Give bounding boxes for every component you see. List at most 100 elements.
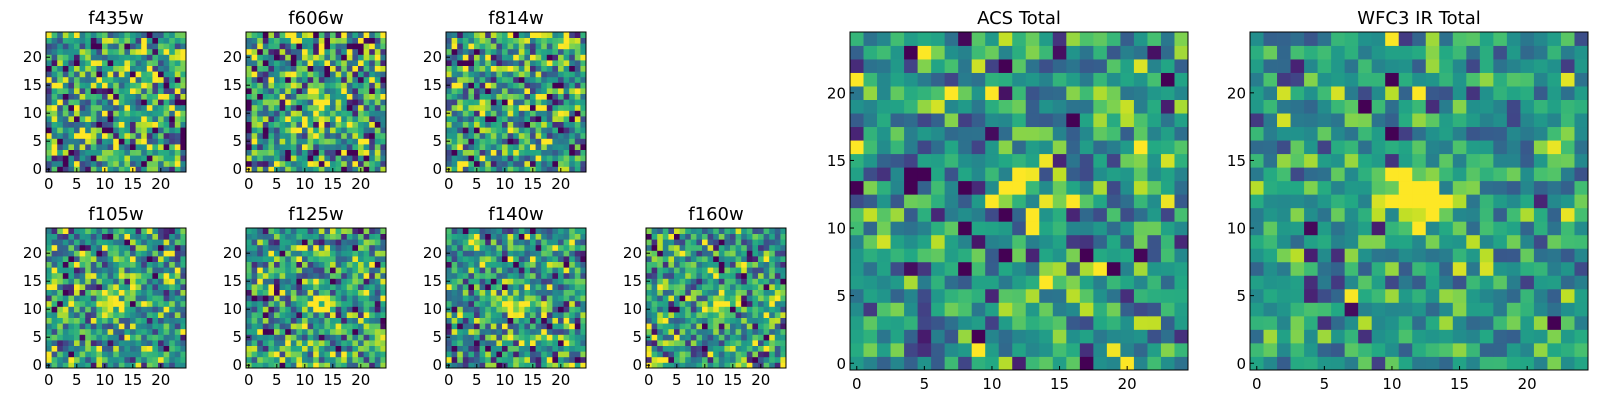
heatmap-cell bbox=[158, 345, 164, 352]
heatmap-cell bbox=[358, 239, 364, 246]
heatmap-cell bbox=[274, 132, 280, 139]
heatmap-cell bbox=[513, 261, 520, 268]
heatmap-cell bbox=[574, 82, 581, 89]
heatmap-cell bbox=[96, 43, 103, 50]
heatmap-cell bbox=[541, 272, 548, 279]
heatmap-cell bbox=[79, 132, 86, 139]
heatmap-cell bbox=[685, 356, 692, 363]
heatmap-cell bbox=[890, 302, 905, 317]
heatmap-cell bbox=[346, 155, 353, 162]
heatmap-cell bbox=[735, 267, 742, 274]
heatmap-cell bbox=[668, 267, 675, 274]
heatmap-cell bbox=[68, 289, 75, 296]
heatmap-cell bbox=[174, 48, 181, 55]
heatmap-cell bbox=[507, 345, 514, 352]
heatmap-cell bbox=[346, 166, 353, 173]
heatmap-cell bbox=[490, 104, 497, 111]
heatmap-cell bbox=[352, 267, 359, 274]
heatmap-cell bbox=[674, 340, 680, 346]
heatmap-cell bbox=[318, 228, 325, 234]
heatmap-cell bbox=[1147, 315, 1162, 330]
heatmap-cell bbox=[563, 99, 570, 106]
heatmap-cell bbox=[113, 272, 120, 279]
heatmap-cell bbox=[580, 362, 587, 369]
heatmap-cell bbox=[296, 278, 303, 285]
heatmap-cell bbox=[569, 166, 576, 173]
heatmap-cell bbox=[107, 65, 114, 72]
heatmap-cell bbox=[685, 317, 692, 324]
heatmap-cell bbox=[68, 127, 75, 134]
heatmap-cell bbox=[174, 250, 181, 257]
heatmap-cell bbox=[279, 82, 286, 89]
heatmap-cell bbox=[85, 328, 92, 335]
heatmap-cell bbox=[274, 104, 280, 111]
x-tick-label: 0 bbox=[644, 371, 654, 389]
heatmap-cell bbox=[257, 37, 264, 44]
heatmap-cell bbox=[468, 104, 475, 111]
heatmap-cell bbox=[57, 284, 64, 290]
heatmap-cell bbox=[268, 295, 275, 302]
heatmap-cell bbox=[163, 37, 170, 44]
heatmap-cell bbox=[335, 267, 342, 274]
heatmap-cell bbox=[580, 71, 587, 78]
heatmap-cell bbox=[313, 261, 320, 268]
heatmap-cell bbox=[662, 328, 669, 335]
heatmap-cell bbox=[262, 239, 269, 246]
heatmap-cell bbox=[257, 138, 264, 145]
heatmap-cell bbox=[446, 261, 452, 268]
heatmap-cell bbox=[530, 278, 536, 285]
heatmap-cell bbox=[462, 144, 469, 150]
heatmap-cell bbox=[679, 233, 686, 240]
heatmap-cell bbox=[479, 289, 486, 296]
heatmap-cell bbox=[780, 250, 787, 257]
heatmap-cell bbox=[558, 317, 564, 324]
heatmap-cell bbox=[257, 356, 264, 363]
heatmap-cell bbox=[1120, 315, 1135, 330]
heatmap-cell bbox=[552, 93, 559, 100]
heatmap-cell bbox=[1066, 221, 1081, 236]
heatmap-cell bbox=[1039, 234, 1054, 249]
heatmap-cell bbox=[1106, 288, 1121, 303]
heatmap-cell bbox=[451, 76, 458, 83]
heatmap-cell bbox=[657, 228, 664, 234]
heatmap-cell bbox=[146, 261, 153, 268]
heatmap-cell bbox=[313, 37, 320, 44]
heatmap-cell bbox=[285, 32, 292, 38]
heatmap-cell bbox=[513, 295, 520, 302]
heatmap-cell bbox=[1012, 221, 1027, 236]
heatmap-cell bbox=[518, 155, 525, 162]
heatmap-cell bbox=[1052, 153, 1067, 168]
heatmap-cell bbox=[774, 250, 781, 257]
heatmap-cell bbox=[490, 267, 497, 274]
heatmap-cell bbox=[730, 328, 736, 335]
heatmap-cell bbox=[57, 233, 64, 240]
heatmap-cell bbox=[57, 328, 64, 335]
heatmap-cell bbox=[569, 82, 576, 89]
heatmap-cell bbox=[68, 228, 75, 234]
heatmap-cell bbox=[850, 248, 864, 263]
heatmap-cell bbox=[62, 138, 69, 145]
heatmap-cell bbox=[74, 261, 80, 268]
heatmap-cell bbox=[318, 356, 325, 363]
heatmap-cell bbox=[690, 345, 697, 352]
heatmap-cell bbox=[741, 284, 748, 290]
heatmap-cell bbox=[1066, 342, 1081, 357]
heatmap-cell bbox=[74, 334, 80, 341]
heatmap-cell bbox=[107, 116, 114, 122]
heatmap-cell bbox=[535, 228, 542, 234]
heatmap-cell bbox=[1066, 261, 1081, 276]
heatmap-cell bbox=[569, 104, 576, 111]
heatmap-cell bbox=[324, 233, 331, 240]
heatmap-cell bbox=[274, 93, 280, 100]
heatmap-cell bbox=[335, 362, 342, 369]
heatmap-cell bbox=[274, 160, 280, 167]
heatmap-cell bbox=[285, 116, 292, 122]
heatmap-cell bbox=[374, 121, 381, 128]
heatmap-cell bbox=[141, 121, 148, 128]
heatmap-cell bbox=[558, 149, 564, 156]
heatmap-cell bbox=[313, 295, 320, 302]
heatmap-cell bbox=[502, 54, 508, 61]
heatmap-cell bbox=[774, 228, 781, 234]
heatmap-cell bbox=[335, 323, 342, 330]
heatmap-cell bbox=[1052, 275, 1067, 290]
